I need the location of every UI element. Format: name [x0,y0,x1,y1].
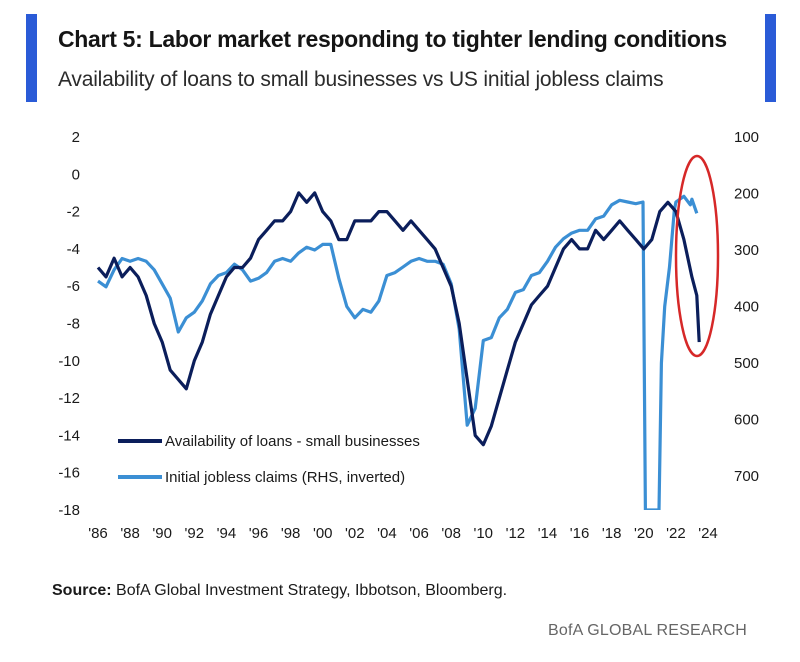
x-tick-label: '06 [409,525,429,542]
series-line-claims [97,194,699,510]
y-left-tick-label: -18 [58,502,80,519]
y-right-tick-label: 400 [734,299,759,316]
x-tick-label: '96 [249,525,269,542]
x-tick-label: '86 [88,525,108,542]
x-tick-label: '92 [185,525,205,542]
x-tick-label: '04 [377,525,397,542]
x-tick-label: '10 [473,525,493,542]
y-left-tick-label: 0 [72,166,80,183]
y-right-tick-label: 700 [734,468,759,485]
y-right-tick-label: 200 [734,186,759,203]
y-left-tick-label: -2 [67,204,80,221]
x-tick-label: '98 [281,525,301,542]
chart-subtitle: Availability of loans to small businesse… [58,68,664,91]
y-left-tick-label: -8 [67,316,80,333]
x-tick-label: '20 [634,525,654,542]
y-left-tick-label: -6 [67,278,80,295]
left-accent-bar [26,14,37,102]
y-left-tick-label: -4 [67,241,80,258]
y-left-tick-label: -16 [58,465,80,482]
y-right-tick-label: 600 [734,412,759,429]
x-tick-label: '16 [570,525,590,542]
x-tick-label: '24 [698,525,718,542]
y-left-tick-label: -14 [58,427,80,444]
y-left-tick-label: 2 [72,129,80,146]
annotation-ellipse [674,154,720,358]
brand-footer: BofA GLOBAL RESEARCH [548,622,748,639]
series-line-loans [96,191,701,447]
y-left-tick-label: -10 [58,353,80,370]
x-tick-label: '08 [441,525,461,542]
x-tick-label: '02 [345,525,365,542]
x-tick-label: '94 [217,525,237,542]
x-tick-label: '90 [152,525,172,542]
legend-label-claims: Initial jobless claims (RHS, inverted) [165,469,405,486]
x-tick-label: '14 [538,525,558,542]
source-text: BofA Global Investment Strategy, Ibbotso… [116,582,508,599]
y-right-tick-label: 100 [734,129,759,146]
chart-title: Chart 5: Labor market responding to tigh… [58,26,727,52]
legend-label-loans: Availability of loans - small businesses [165,433,420,450]
y-right-tick-label: 500 [734,355,759,372]
right-accent-bar [765,14,776,102]
y-left-tick-label: -12 [58,390,80,407]
x-tick-label: '22 [666,525,686,542]
source-note: Source: BofA Global Investment Strategy,… [52,582,507,600]
x-tick-label: '12 [506,525,526,542]
x-tick-label: '00 [313,525,333,542]
x-tick-label: '88 [120,525,140,542]
x-tick-label: '18 [602,525,622,542]
y-right-tick-label: 300 [734,242,759,259]
chart-area: 2 0 -2 -4 -6 -8 -10 -12 -14 -16 -18 100 200 300 400 500… [58,129,759,542]
source-label: Source: [52,582,112,599]
